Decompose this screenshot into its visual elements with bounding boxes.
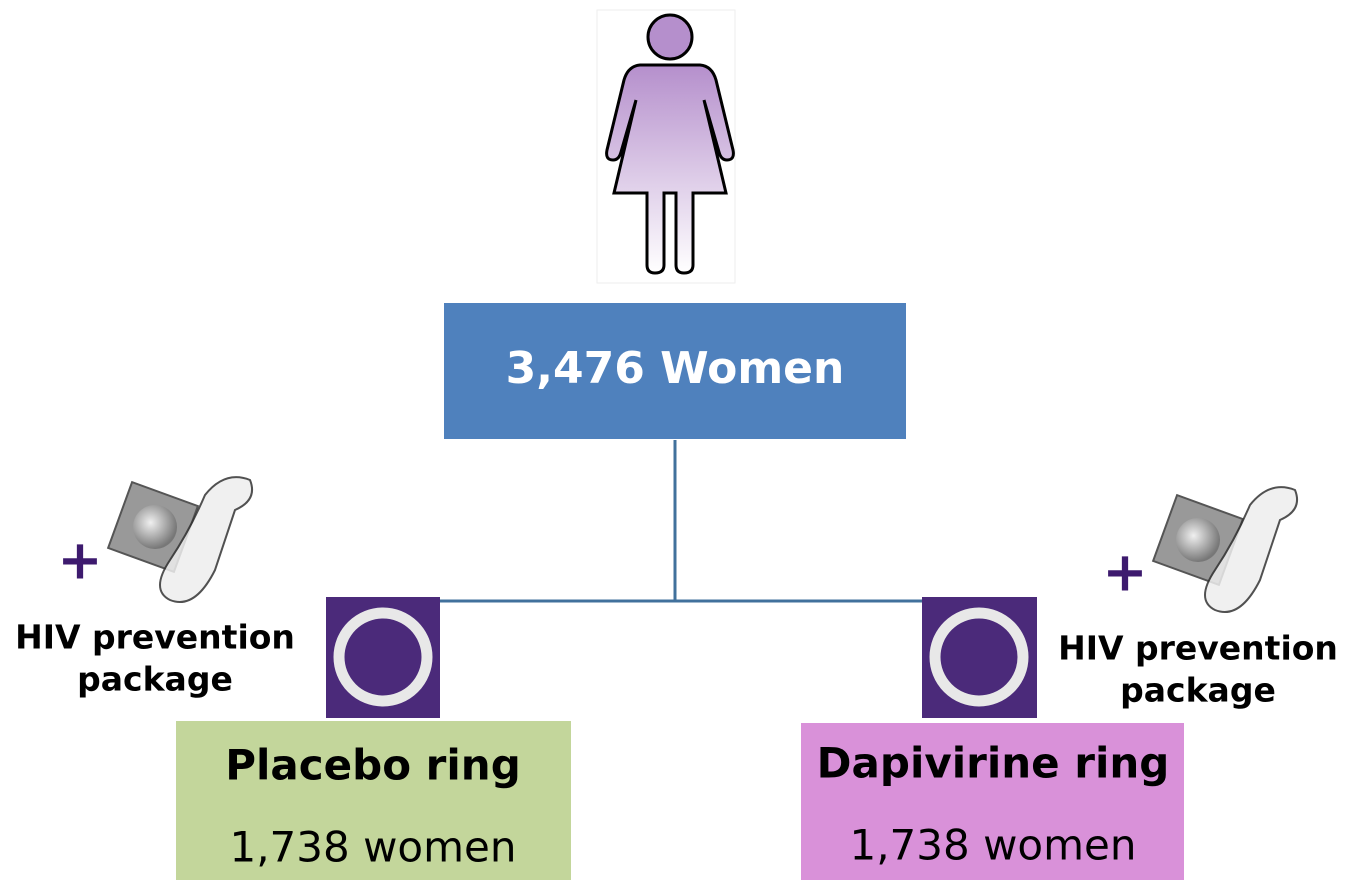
plus-sign: + (1102, 541, 1147, 604)
plus-sign: + (57, 529, 102, 592)
woman-icon (597, 10, 735, 283)
package-icon: + HIV prevention package (1055, 458, 1350, 742)
connectors (440, 440, 922, 601)
arm-title: Placebo ring (225, 741, 521, 790)
diagram: 3,476 Women + HIV prevention package + H… (0, 0, 1350, 880)
package-label: HIV prevention (1058, 629, 1338, 668)
ring-icon (326, 597, 440, 718)
package-label: package (1120, 671, 1276, 710)
arm-count: 1,738 women (849, 821, 1136, 870)
package-label: package (77, 660, 233, 699)
ring-icon (922, 597, 1037, 718)
root-label: 3,476 Women (506, 343, 845, 394)
arm-count: 1,738 women (229, 823, 516, 872)
package-icon: + HIV prevention package (10, 465, 323, 730)
arm-title: Dapivirine ring (817, 739, 1170, 788)
package-label: HIV prevention (15, 618, 295, 657)
